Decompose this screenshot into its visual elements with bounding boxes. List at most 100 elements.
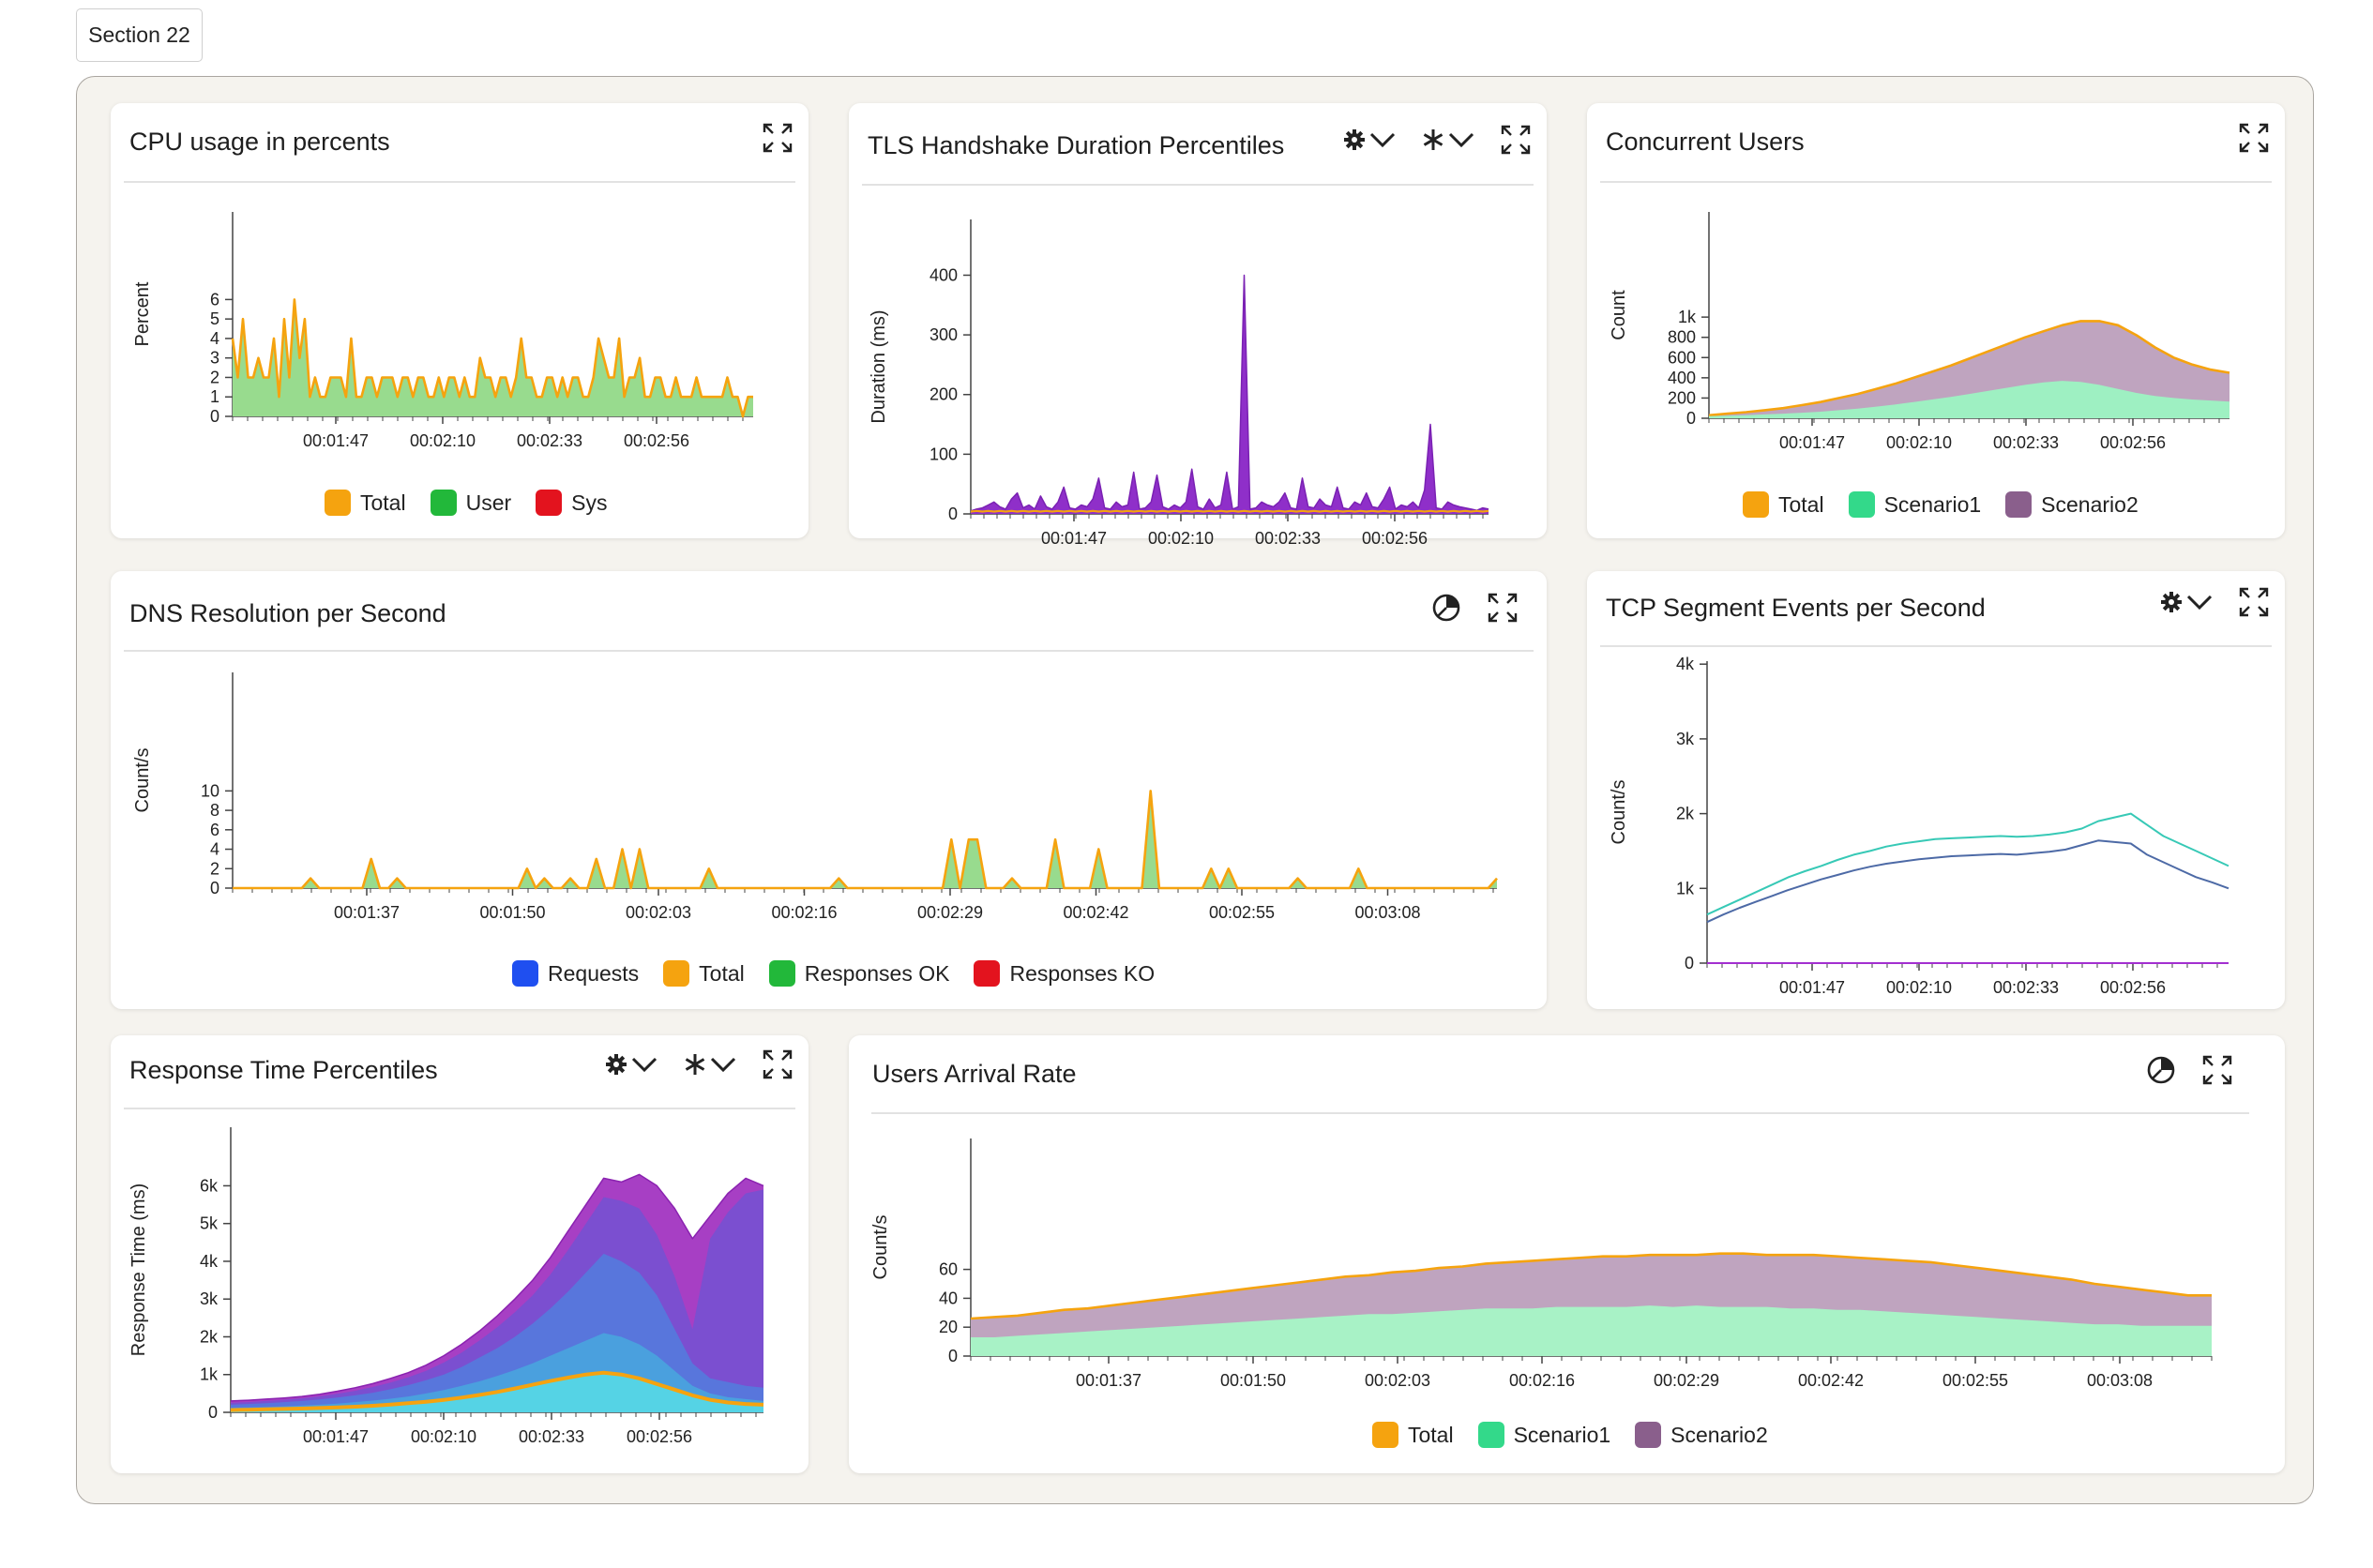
x-tick-label: 00:01:37 <box>334 903 400 922</box>
x-tick-label: 00:02:10 <box>410 431 476 450</box>
dns-legend: Requests Total Responses OK Responses KO <box>512 960 1155 987</box>
legend-item-scenario1[interactable]: Scenario1 <box>1848 491 1981 518</box>
rt-panel: Response Time Percentiles 0 1k 2k 3k 4k 5k 6k 0… <box>111 1035 809 1473</box>
legend-item-total[interactable]: Total <box>663 960 745 987</box>
x-tick-label: 00:02:55 <box>1209 903 1275 922</box>
y-tick-label: 1k <box>1678 308 1697 326</box>
y-tick-label: 0 <box>1685 954 1694 972</box>
x-tick-label: 00:01:47 <box>1779 978 1845 997</box>
y-tick-label: 1k <box>200 1365 219 1384</box>
legend-item-total[interactable]: Total <box>1372 1422 1454 1448</box>
series-line-total <box>231 298 753 418</box>
series-line-p50 <box>970 509 1489 513</box>
percentile-dropdown-button[interactable] <box>1421 128 1475 152</box>
y-tick-label: 0 <box>948 1347 958 1365</box>
legend-item-scenario1[interactable]: Scenario1 <box>1477 1422 1610 1448</box>
cpu-legend: Total User Sys <box>325 490 608 516</box>
x-tick-label: 00:02:10 <box>1886 978 1952 997</box>
y-tick-label: 4k <box>200 1252 219 1271</box>
y-tick-label: 4k <box>1676 655 1695 673</box>
y-tick-label: 5k <box>200 1214 219 1233</box>
y-tick-label: 5 <box>210 309 219 328</box>
x-tick-label: 00:02:03 <box>626 903 691 922</box>
legend-swatch <box>325 490 351 516</box>
legend-swatch <box>512 960 538 987</box>
panel-title: Users Arrival Rate <box>872 1060 1077 1088</box>
x-tick-label: 00:02:10 <box>1148 529 1214 548</box>
legend-item-total[interactable]: Total <box>1743 491 1824 518</box>
y-tick-label: 1k <box>1676 879 1695 897</box>
y-tick-label: 0 <box>948 505 958 523</box>
x-tick-label: 00:01:37 <box>1076 1371 1141 1390</box>
expand-icon[interactable] <box>762 1048 794 1080</box>
y-tick-label: 3k <box>200 1289 219 1308</box>
legend-swatch <box>974 960 1001 987</box>
legend-item-responses-ko[interactable]: Responses KO <box>974 960 1155 987</box>
tls-panel: TLS Handshake Duration Percentiles 0 100 2… <box>849 103 1547 548</box>
y-tick-label: 4 <box>210 840 219 859</box>
expand-icon[interactable] <box>2201 1054 2233 1086</box>
y-tick-label: 1 <box>210 387 219 406</box>
series-line-p50 <box>230 1370 764 1412</box>
arrival-panel: Users Arrival Rate 0 20 40 60 00:01:37 00:01:… <box>849 1035 2285 1473</box>
x-tick-label: 00:02:56 <box>2100 433 2166 452</box>
x-tick-label: 00:02:33 <box>519 1427 584 1446</box>
y-tick-label: 600 <box>1668 348 1696 367</box>
series-area-total <box>233 791 1497 888</box>
chevron-down-icon <box>631 1057 657 1073</box>
pie-chart-icon[interactable] <box>2145 1054 2177 1086</box>
legend-item-scenario2[interactable]: Scenario2 <box>2005 491 2139 518</box>
tcp-chart: 0 1k 2k 3k 4k 00:01:47 00:02:10 00:02:33 00:02:5… <box>1609 655 2229 997</box>
legend-swatch <box>1477 1422 1504 1448</box>
series-area-scenario1 <box>971 1305 2212 1356</box>
expand-icon[interactable] <box>2238 122 2270 154</box>
asterisk-icon <box>1423 129 1443 150</box>
legend-item-total[interactable]: Total <box>325 490 406 516</box>
series-line-max <box>230 1173 764 1402</box>
x-tick-label: 00:02:56 <box>2100 978 2166 997</box>
expand-icon[interactable] <box>1500 124 1532 156</box>
y-tick-label: 200 <box>1668 388 1696 407</box>
expand-icon[interactable] <box>2238 586 2270 618</box>
legend-item-scenario2[interactable]: Scenario2 <box>1635 1422 1768 1448</box>
y-tick-label: 8 <box>210 801 219 820</box>
expand-icon[interactable] <box>762 122 794 154</box>
x-tick-label: 00:02:16 <box>1509 1371 1575 1390</box>
series-area-max <box>971 275 1489 514</box>
y-tick-label: 0 <box>210 407 219 426</box>
section-tab[interactable]: Section 22 <box>76 8 203 62</box>
x-tick-label: 00:03:08 <box>2087 1371 2153 1390</box>
tls-chart: 0 100 200 300 400 00:01:47 00:02:10 00:02:33 00:… <box>869 219 1489 548</box>
y-tick-label: 2 <box>210 859 219 878</box>
x-tick-label: 00:02:10 <box>1886 433 1952 452</box>
x-tick-label: 00:01:50 <box>1220 1371 1286 1390</box>
settings-dropdown-button[interactable] <box>1342 128 1397 152</box>
chevron-down-icon <box>2186 595 2213 611</box>
pie-chart-icon[interactable] <box>1430 592 1462 624</box>
rt-chart: 0 1k 2k 3k 4k 5k 6k 00:01:47 00:02:10 00:02:33 00:… <box>128 1127 764 1446</box>
legend-item-user[interactable]: User <box>430 490 511 516</box>
y-tick-label: 800 <box>1668 328 1696 347</box>
settings-dropdown-button[interactable] <box>604 1052 658 1077</box>
legend-swatch <box>1743 491 1769 518</box>
dns-panel: DNS Resolution per Second 0 2 4 6 8 10 00:01:3… <box>111 571 1547 1009</box>
y-tick-label: 2k <box>1676 805 1695 823</box>
y-tick-label: 6 <box>210 821 219 839</box>
legend-swatch <box>768 960 795 987</box>
x-tick-label: 00:01:47 <box>303 431 369 450</box>
legend-item-responses-ok[interactable]: Responses OK <box>768 960 949 987</box>
legend-swatch <box>536 490 563 516</box>
legend-item-sys[interactable]: Sys <box>536 490 608 516</box>
x-tick-label: 00:02:56 <box>1362 529 1428 548</box>
legend-item-requests[interactable]: Requests <box>512 960 639 987</box>
panel-title: DNS Resolution per Second <box>129 599 446 627</box>
settings-dropdown-button[interactable] <box>2159 590 2214 614</box>
series-line-max <box>970 274 1489 512</box>
series-area-user <box>233 299 753 416</box>
expand-icon[interactable] <box>1487 592 1519 624</box>
percentile-dropdown-button[interactable] <box>683 1052 737 1077</box>
panel-title: TLS Handshake Duration Percentiles <box>868 131 1285 159</box>
legend-swatch <box>1635 1422 1662 1448</box>
